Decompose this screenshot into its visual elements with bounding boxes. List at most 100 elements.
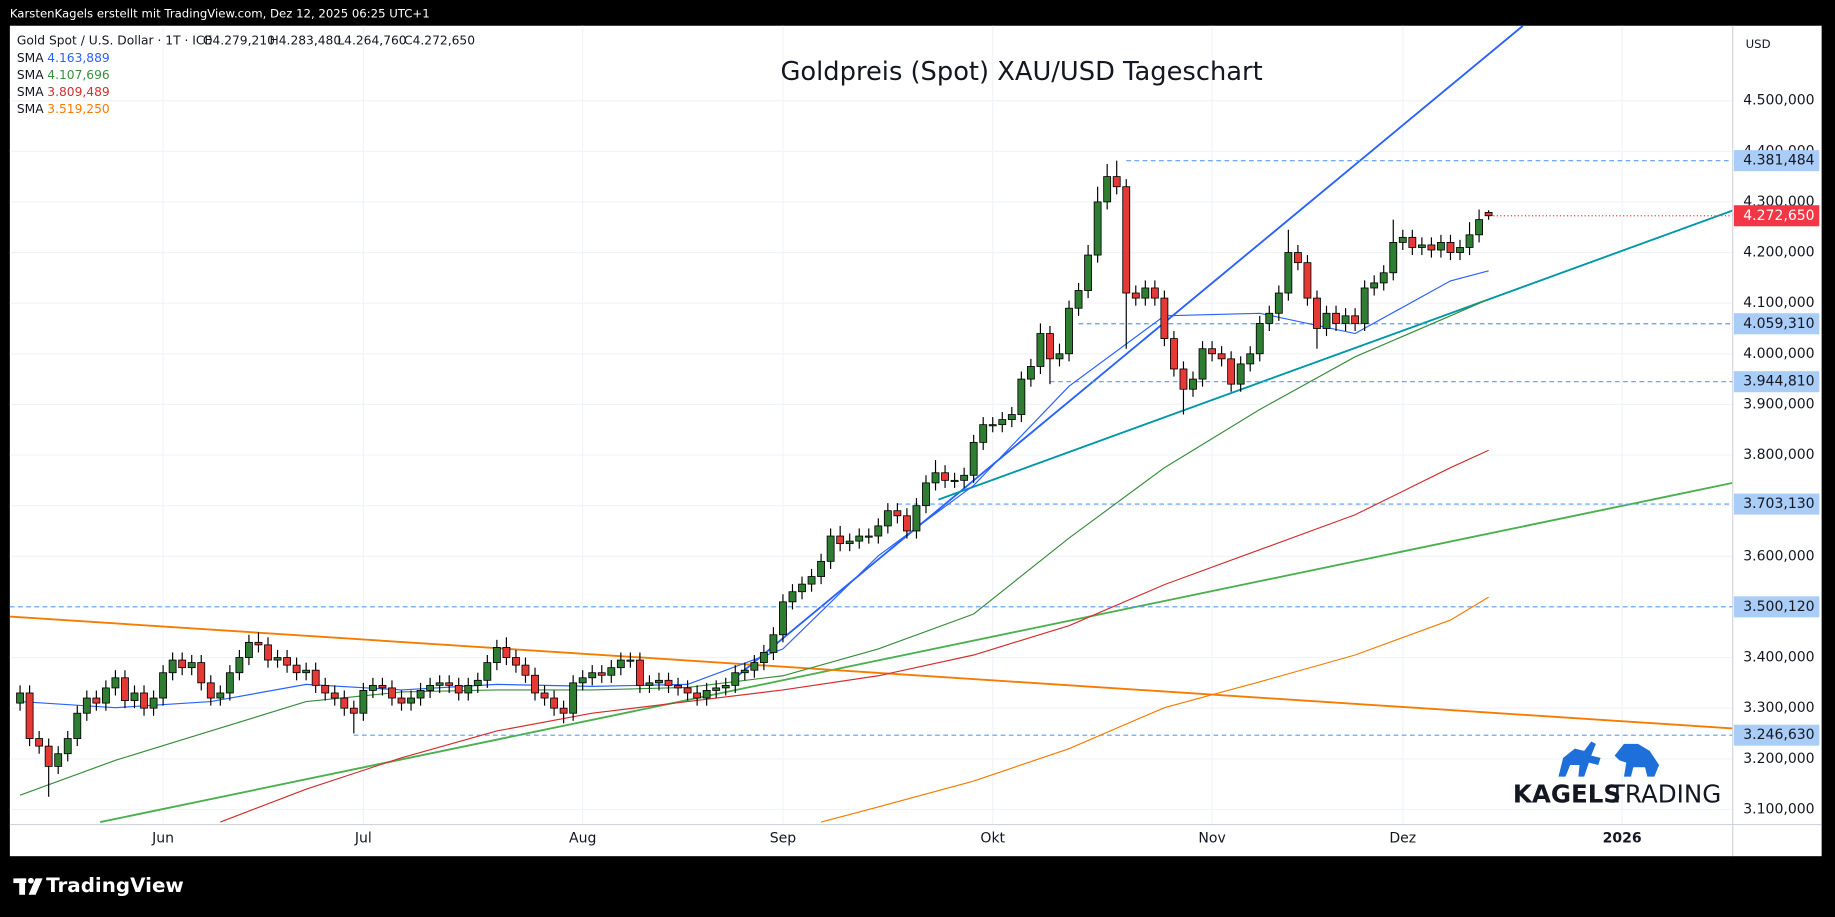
candle-body [1122, 186, 1131, 294]
price-level-label: 4.381,484 [1743, 153, 1814, 169]
candle-body [330, 692, 339, 699]
candle-body [283, 657, 291, 666]
candle-body [1255, 322, 1264, 355]
bull-icon [1558, 741, 1601, 777]
candle-body [1351, 315, 1360, 324]
candle-body [407, 697, 415, 704]
sma-line [220, 449, 1489, 823]
candle-body [149, 697, 158, 709]
candle-body [235, 657, 244, 674]
candle-body [941, 472, 949, 481]
candle-body [178, 659, 187, 669]
sma-line [820, 596, 1489, 823]
candle-body [44, 745, 53, 767]
candle-body [121, 677, 129, 701]
y-tick-label: 3.200,000 [1743, 751, 1814, 767]
legend-name: SMA [17, 68, 44, 82]
candle-body [311, 669, 320, 686]
candle-body [1055, 353, 1064, 360]
candle-body [1208, 348, 1216, 355]
candle-body [902, 515, 911, 532]
trend-line [99, 481, 1733, 823]
x-tick-label: Nov [1198, 831, 1225, 847]
candle-body [922, 482, 930, 507]
axes: 3.100,000 3.200,000 3.300,000 3.400,000 3.50… [151, 93, 1820, 847]
candle-body [626, 659, 635, 662]
candle-body [1370, 282, 1379, 289]
candle-body [874, 525, 883, 537]
candle-body [998, 419, 1007, 426]
candle-body [1408, 236, 1417, 248]
candle-body [1160, 297, 1169, 340]
candle-body [1036, 333, 1045, 367]
candle-body [645, 682, 654, 686]
price-level-tag [1733, 493, 1820, 515]
logo-line1: KAGELS [1513, 779, 1621, 808]
price-level-tag [1733, 371, 1820, 393]
candle-body [1398, 236, 1407, 243]
candle-body [92, 697, 101, 704]
candle-body [788, 591, 797, 603]
candle-body [464, 684, 473, 694]
candle-body [1389, 241, 1398, 274]
candle-body [1026, 366, 1035, 380]
candle-body [1198, 348, 1207, 380]
candle-body [1017, 378, 1026, 415]
x-tick-label: Sep [770, 831, 797, 847]
y-tick-label: 3.600,000 [1743, 548, 1814, 564]
candle-body [426, 684, 435, 691]
chart-panel [9, 25, 1822, 857]
candle-body [1446, 241, 1455, 253]
candle-body [445, 682, 454, 686]
candle-body [416, 690, 425, 699]
candle-body [1189, 378, 1197, 390]
legend-value: 4.163,889 [47, 51, 109, 65]
candle-body [979, 424, 988, 443]
candle-body [683, 687, 692, 694]
candle-body [1265, 312, 1274, 324]
candle-body [1236, 363, 1245, 385]
legend-name: SMA [17, 51, 44, 65]
grid [9, 25, 1733, 825]
candle-body [864, 535, 873, 538]
candle-body [101, 687, 110, 704]
candle-body [759, 652, 768, 664]
candle-body [1170, 338, 1178, 370]
candle-body [616, 659, 625, 669]
y-tick-label: 3.400,000 [1743, 650, 1814, 666]
candle-body [1103, 176, 1112, 203]
candle-body [1322, 312, 1331, 329]
candle-body [159, 672, 168, 699]
brand-mark-dot [27, 877, 34, 884]
candle-body [1484, 212, 1493, 217]
candle-body [950, 479, 959, 482]
candle-body [292, 664, 301, 674]
last-price-tag [1733, 205, 1820, 227]
candle-body [435, 682, 444, 686]
candle-body [1379, 272, 1388, 284]
y-tick-label: 4.500,000 [1743, 93, 1814, 109]
candle-body [1293, 252, 1302, 264]
candle-body [302, 669, 311, 674]
candle-body [931, 472, 940, 484]
candle-body [1360, 287, 1369, 324]
trend-line [734, 25, 1524, 679]
candle-body [1465, 234, 1474, 248]
last-price-label: 4.272,650 [1743, 208, 1814, 224]
candle-body [359, 690, 368, 714]
candle-body [1074, 290, 1083, 309]
y-tick-label: 4.000,000 [1743, 346, 1814, 362]
candle-body [1093, 201, 1102, 256]
candle-body [1313, 297, 1321, 329]
candle-body [454, 684, 463, 694]
candle-body [168, 659, 177, 674]
candle-body [836, 535, 845, 545]
candle-body [912, 505, 921, 532]
y-tick-label: 4.200,000 [1743, 245, 1814, 261]
candle-body [597, 672, 606, 676]
candle-body [1112, 176, 1121, 188]
price-level-tag [1733, 596, 1820, 618]
candle-body [664, 679, 673, 686]
candle-body [721, 684, 730, 689]
